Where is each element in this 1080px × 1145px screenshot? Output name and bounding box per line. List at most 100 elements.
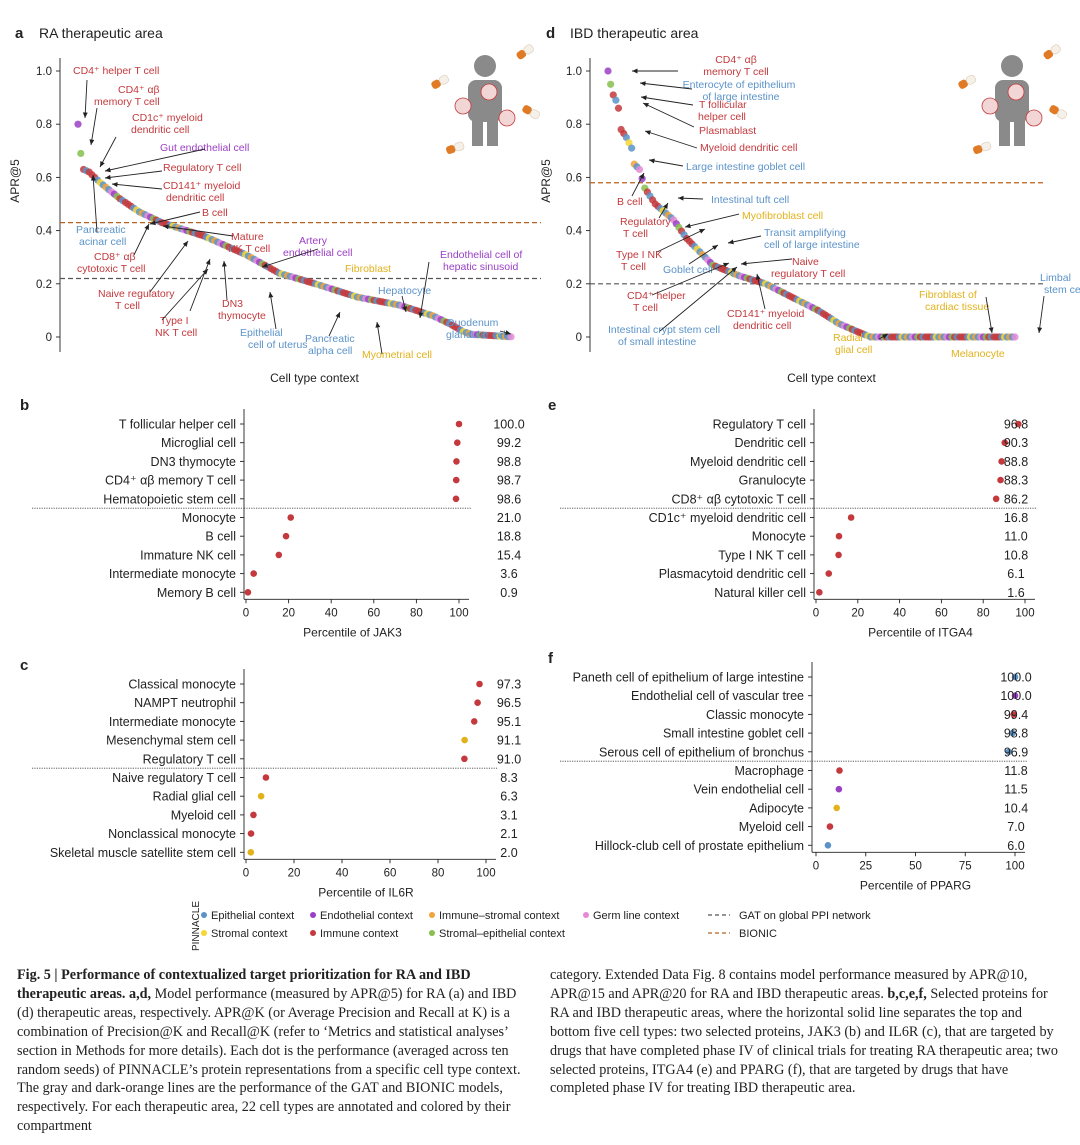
annotation-arrow-d-shaft	[659, 266, 738, 332]
annotation-arrow-a-shaft	[261, 248, 319, 268]
cell-type-label-a: Artery	[299, 235, 328, 247]
annotation-arrow-a-head	[262, 262, 268, 268]
row-label-c: NAMPT neutrophil	[134, 696, 236, 710]
cell-type-label-a: Myometrial cell	[362, 349, 432, 361]
cell-badge-icon	[1025, 109, 1043, 127]
row-label-c: Radial glial cell	[153, 790, 236, 804]
cell-type-label-d: of large intestine	[702, 91, 779, 103]
pill-half-icon	[958, 79, 968, 89]
row-label-c: Classical monocyte	[128, 678, 236, 692]
data-point-d	[635, 165, 644, 174]
pill-half-icon	[965, 74, 976, 85]
pill-half-icon	[973, 145, 983, 154]
annotation-arrow-d-shaft	[727, 235, 762, 244]
cell-type-label-a: dendritic cell	[131, 124, 189, 136]
pill-half-icon	[529, 109, 540, 120]
x-tick-label-e: 80	[977, 607, 990, 619]
legend-item-label: Endothelial context	[320, 910, 413, 922]
cell-type-label-d: Fibroblast of	[919, 289, 977, 301]
row-label-f: Vein endothelial cell	[694, 783, 805, 797]
x-tick-label-f: 0	[813, 860, 819, 872]
row-label-b: Monocyte	[182, 511, 236, 525]
cell-type-label-d: T cell	[621, 261, 646, 273]
dot-e	[1001, 439, 1009, 447]
caption-left-bold: Fig. 5 | Performance of contextualized t…	[17, 967, 471, 1002]
dot-e	[816, 589, 823, 596]
dot-b	[452, 476, 460, 484]
cell-type-label-d: CD141⁺ myeloid	[727, 308, 804, 320]
caption-right: category. Extended Data Fig. 8 contains …	[550, 966, 1062, 1098]
annotation-arrow-d-head	[632, 68, 638, 74]
cell-type-label-d: Intestinal crypt stem cell	[608, 324, 720, 336]
x-axis-label-e: Percentile of ITGA4	[868, 625, 973, 639]
caption-right-bold: b,c,e,f,	[887, 985, 927, 1002]
cell-type-label-d: stem cell	[1044, 284, 1080, 296]
legend-item-label: Epithelial context	[211, 910, 294, 922]
cell-type-label-d: of small intestine	[618, 336, 696, 348]
pill-half-icon	[438, 74, 449, 85]
pill-half-icon	[523, 44, 534, 55]
cell-type-label-d: Transit amplifying	[764, 227, 846, 239]
dot-f	[1011, 692, 1019, 699]
annotation-arrow-d-head	[723, 262, 729, 268]
dot-b	[453, 458, 460, 465]
dot-c	[461, 736, 468, 744]
legend-swatch	[201, 930, 207, 936]
x-axis-label-d: Cell type context	[787, 371, 876, 385]
row-value-f: 96.9	[1004, 745, 1028, 759]
row-label-b: Immature NK cell	[140, 548, 236, 562]
cell-type-label-a: B cell	[202, 207, 228, 219]
row-value-f: 6.0	[1007, 839, 1024, 853]
data-point-d	[625, 139, 633, 147]
cell-badge-icon	[480, 83, 498, 101]
row-label-f: Endothelial cell of vascular tree	[631, 689, 804, 703]
data-point-d	[604, 67, 612, 75]
cell-type-label-a: memory T cell	[94, 96, 160, 108]
y-tick-label-d: 0.4	[566, 226, 583, 238]
data-point-d	[609, 91, 617, 99]
dot-f	[836, 767, 843, 774]
row-value-e: 96.8	[1004, 418, 1028, 432]
data-point-d	[614, 104, 623, 112]
row-value-b: 98.8	[497, 455, 521, 469]
y-tick-label-a: 0.8	[36, 119, 52, 131]
dot-e	[825, 570, 833, 577]
cell-type-label-a: CD1c⁺ myeloid	[132, 112, 203, 124]
row-label-f: Macrophage	[735, 764, 805, 778]
row-label-e: Type I NK T cell	[718, 548, 806, 562]
x-tick-label-b: 60	[367, 607, 380, 619]
annotation-arrow-a-head	[100, 161, 105, 167]
row-value-e: 1.6	[1007, 586, 1024, 600]
pill-half-icon	[446, 145, 456, 154]
y-axis-label-d: APR@5	[539, 159, 553, 203]
annotation-arrow-d-shaft	[651, 262, 730, 296]
annotation-arrow-d-head	[731, 267, 737, 273]
row-label-c: Nonclassical monocyte	[108, 827, 236, 841]
pill-half-icon	[981, 141, 992, 152]
row-label-e: Plasmacytoid dendritic cell	[659, 567, 806, 581]
annotation-arrow-d-head	[712, 245, 718, 251]
annotation-arrow-d-head	[1037, 327, 1043, 333]
row-value-b: 98.7	[497, 474, 521, 488]
annotation-arrow-d-shaft	[688, 244, 719, 265]
cell-type-label-a: Duodenum	[447, 317, 499, 329]
x-tick-label-c: 80	[432, 867, 445, 879]
cell-type-label-d: Large intestine goblet cell	[686, 161, 805, 173]
dot-b	[455, 420, 463, 428]
cell-type-label-a: CD8⁺ αβ	[94, 251, 136, 263]
cell-type-label-d: Plasmablast	[699, 125, 756, 137]
dot-f	[1009, 729, 1016, 737]
annotation-arrow-a-shaft	[162, 225, 234, 237]
cell-type-label-a: Pancreatic	[76, 224, 126, 236]
x-tick-label-e: 60	[935, 607, 948, 619]
panel-title-a: RA therapeutic area	[39, 25, 163, 41]
dot-f	[1005, 748, 1013, 756]
annotation-arrow-d-shaft	[656, 228, 706, 253]
annotation-arrow-d-head	[641, 95, 647, 101]
cell-type-label-d: T cell	[633, 302, 658, 314]
dot-b	[453, 439, 461, 447]
row-value-f: 7.0	[1007, 820, 1024, 834]
row-value-c: 91.0	[497, 752, 521, 766]
row-value-b: 15.4	[497, 548, 521, 562]
data-point-a	[507, 333, 515, 341]
